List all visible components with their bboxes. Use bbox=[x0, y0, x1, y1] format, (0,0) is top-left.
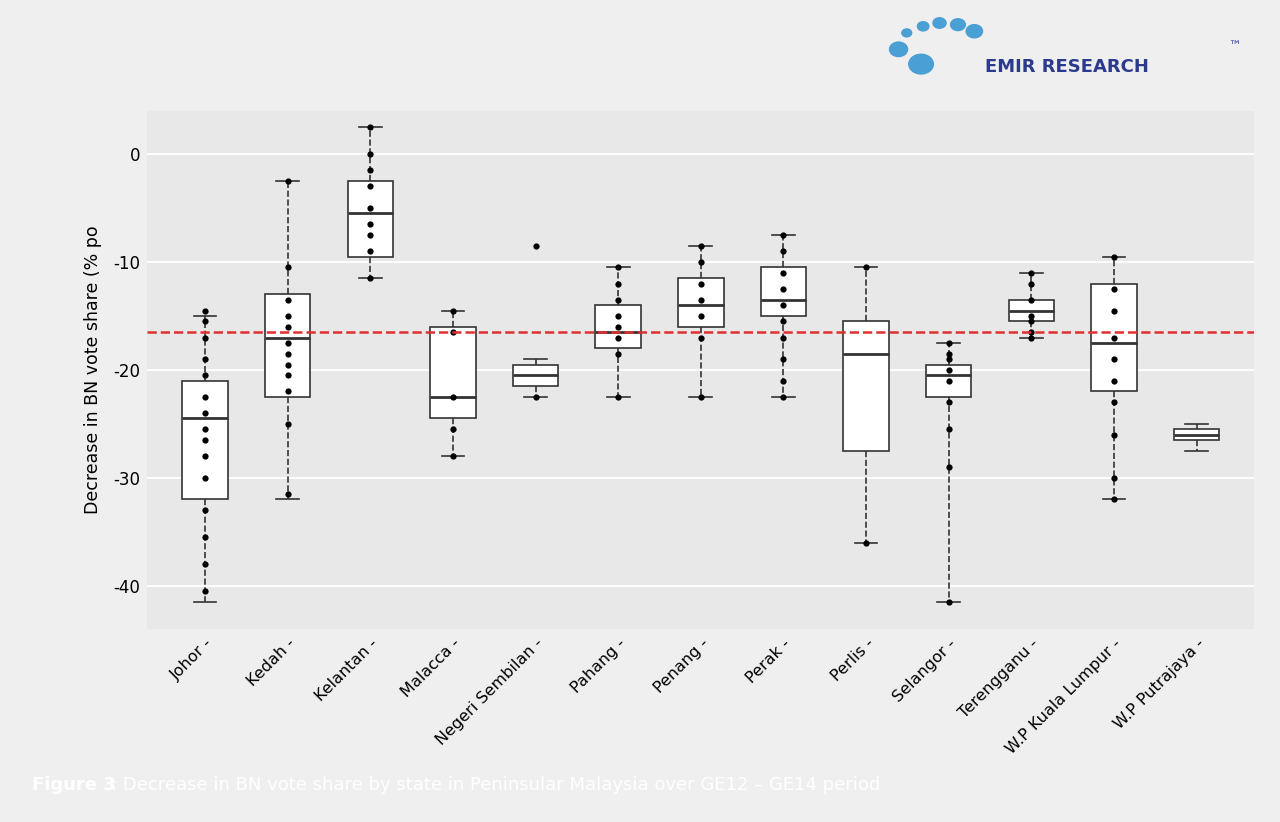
Text: ™: ™ bbox=[1229, 39, 1240, 53]
Circle shape bbox=[909, 54, 933, 74]
Circle shape bbox=[902, 29, 911, 37]
Text: EMIR RESEARCH: EMIR RESEARCH bbox=[984, 58, 1148, 76]
PathPatch shape bbox=[678, 278, 723, 326]
PathPatch shape bbox=[265, 294, 310, 397]
Circle shape bbox=[933, 18, 946, 28]
Text: Figure 3: Figure 3 bbox=[32, 776, 115, 794]
Text: : Decrease in BN vote share by state in Peninsular Malaysia over GE12 – GE14 per: : Decrease in BN vote share by state in … bbox=[111, 776, 881, 794]
Circle shape bbox=[890, 42, 908, 57]
PathPatch shape bbox=[760, 267, 806, 316]
PathPatch shape bbox=[1092, 284, 1137, 391]
PathPatch shape bbox=[1174, 429, 1220, 440]
Circle shape bbox=[918, 21, 929, 31]
PathPatch shape bbox=[513, 364, 558, 386]
Y-axis label: Decrease in BN vote share (% po: Decrease in BN vote share (% po bbox=[84, 225, 102, 515]
PathPatch shape bbox=[844, 321, 888, 450]
PathPatch shape bbox=[595, 305, 641, 349]
PathPatch shape bbox=[182, 381, 228, 499]
Circle shape bbox=[966, 25, 983, 38]
PathPatch shape bbox=[348, 181, 393, 256]
PathPatch shape bbox=[1009, 300, 1053, 321]
Circle shape bbox=[951, 19, 965, 30]
PathPatch shape bbox=[925, 364, 972, 397]
PathPatch shape bbox=[430, 326, 476, 418]
